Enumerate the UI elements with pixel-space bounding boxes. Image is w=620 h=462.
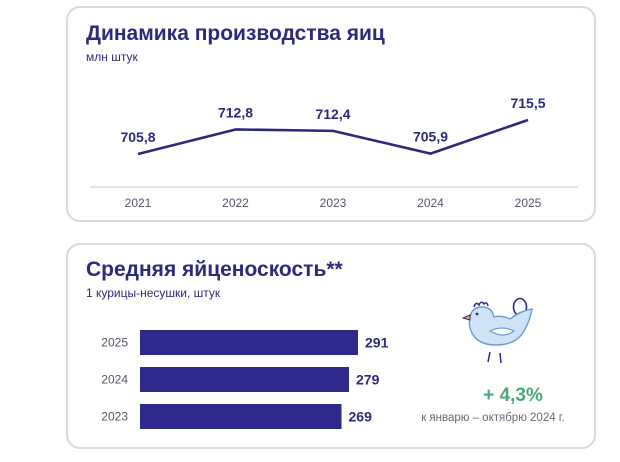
x-tick-2022: 2022 — [222, 196, 249, 210]
bar-2023 — [140, 404, 342, 429]
bar-category-2024: 2024 — [101, 373, 128, 387]
x-tick-2024: 2024 — [417, 196, 444, 210]
yield-card: Средняя яйценоскость** 1 курицы-несушки,… — [66, 243, 596, 449]
production-title: Динамика производства яиц — [86, 22, 385, 45]
data-label-2021: 705,8 — [120, 129, 155, 145]
x-tick-2021: 2021 — [125, 196, 152, 210]
bar-2024 — [140, 367, 350, 392]
bar-value-2023: 269 — [349, 409, 373, 425]
yield-unit: 1 курицы-несушки, штук — [86, 286, 221, 300]
bar-category-2023: 2023 — [101, 410, 128, 424]
bar-value-2024: 279 — [356, 372, 380, 388]
data-label-2023: 712,4 — [315, 106, 350, 122]
data-label-2025: 715,5 — [510, 95, 545, 111]
yield-title: Средняя яйценоскость** — [86, 258, 343, 281]
bar-2025 — [140, 330, 358, 355]
growth-note: к январю – октябрю 2024 г. — [421, 412, 565, 424]
production-series-line — [137, 118, 529, 156]
production-unit: млн штук — [86, 50, 138, 64]
x-tick-2025: 2025 — [515, 196, 542, 210]
growth-value: + 4,3% — [483, 385, 543, 406]
data-label-2022: 712,8 — [218, 104, 253, 120]
data-label-2024: 705,9 — [413, 129, 448, 145]
hen-with-egg-icon — [461, 297, 533, 364]
bar-value-2025: 291 — [365, 335, 389, 351]
yield-bar-chart: 2025 291 2024 279 2023 269 — [101, 330, 389, 429]
production-line-chart: 705,8 2021 712,8 2022 712,4 2023 705,9 2024 715,… — [90, 95, 578, 210]
bar-category-2025: 2025 — [101, 336, 128, 350]
production-card: Динамика производства яиц млн штук 705,8… — [66, 6, 596, 222]
x-tick-2023: 2023 — [320, 196, 347, 210]
